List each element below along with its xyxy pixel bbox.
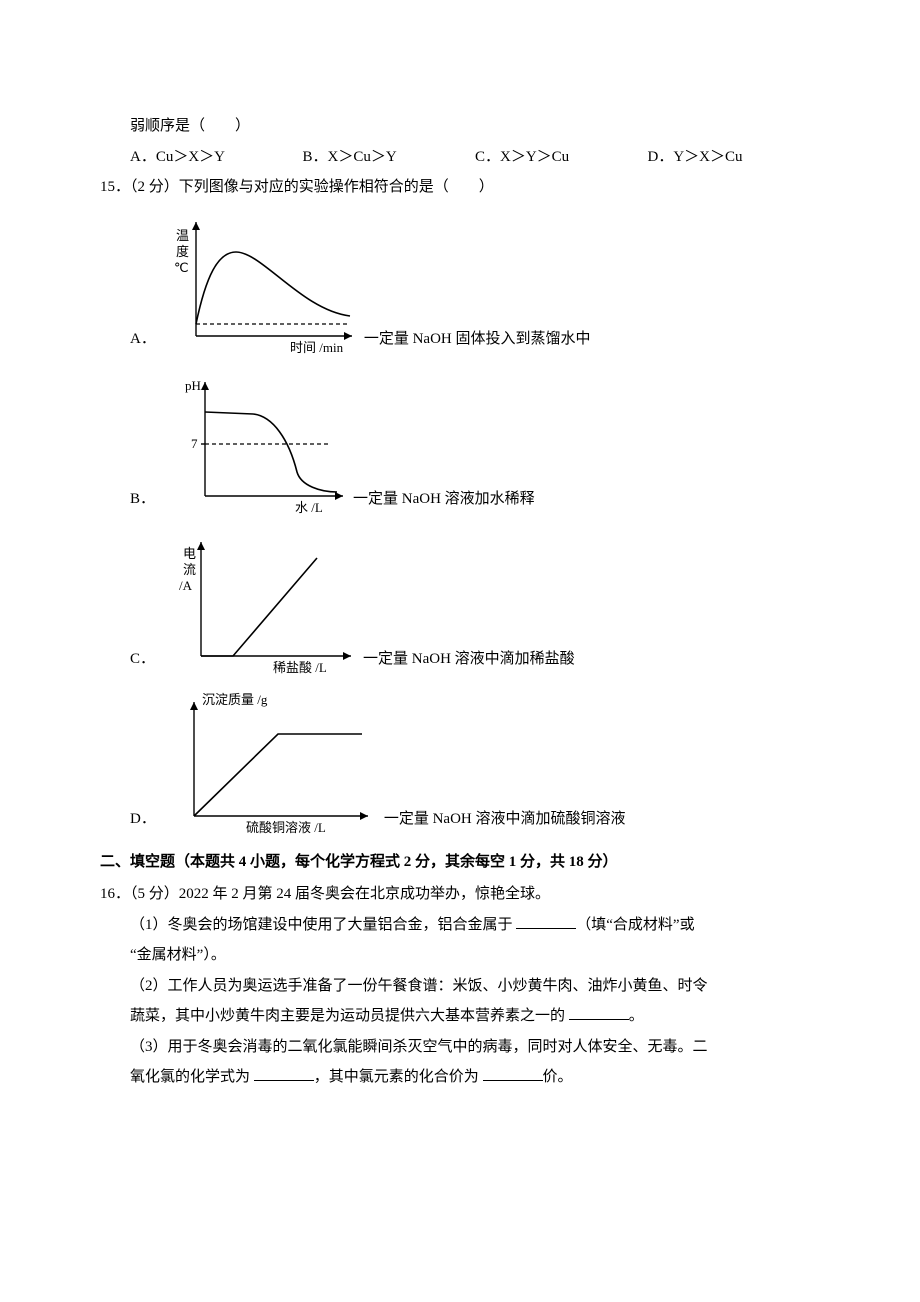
q14-opt-b: B．X＞Cu＞Y [303,143,476,172]
q15-option-a: A． 温 度 ℃ 时间 /min 一定量 NaOH 固体投入到蒸馏水中 [130,208,820,358]
q15-option-d: D． 沉淀质量 /g 硫酸铜溶液 /L 一定量 NaOH 溶液中滴加硫酸铜溶液 [130,688,820,838]
q15-c-graph: 电 流 /A 稀盐酸 /L [161,528,361,678]
svg-text:度: 度 [176,244,189,259]
svg-text:温: 温 [176,228,189,243]
q15-d-graph: 沉淀质量 /g 硫酸铜溶液 /L [162,688,382,838]
q15-a-graph: 温 度 ℃ 时间 /min [162,208,362,358]
q15-d-letter: D． [130,805,156,838]
q15-a-letter: A． [130,325,156,358]
q14-stem-continuation: 弱顺序是（ ） [100,112,820,141]
svg-text:7: 7 [191,436,198,451]
q16-s3b: 氧化氯的化学式为 [130,1069,254,1085]
blank [483,1066,543,1081]
q14-options: A．Cu＞X＞Y B．X＞Cu＞Y C．X＞Y＞Cu D．Y＞X＞Cu [130,143,820,172]
q15-b-letter: B． [130,485,155,518]
q15-option-b: B． pH 7 水 /L 一定量 NaOH 溶液加水稀释 [130,368,820,518]
q16-sub2-line2: 蔬菜，其中小炒黄牛肉主要是为运动员提供六大基本营养素之一的 。 [100,1002,820,1031]
q15-c-svg: 电 流 /A 稀盐酸 /L [161,528,361,678]
q16-s1b: （填“合成材料”或 [576,917,694,933]
svg-text:时间 /min: 时间 /min [290,340,344,355]
svg-text:硫酸铜溶液 /L: 硫酸铜溶液 /L [246,820,326,835]
q16-sub1-line1: （1）冬奥会的场馆建设中使用了大量铝合金，铝合金属于 （填“合成材料”或 [100,911,820,940]
q15-d-caption: 一定量 NaOH 溶液中滴加硫酸铜溶液 [384,805,626,838]
q16-sub3-line1: （3）用于冬奥会消毒的二氧化氯能瞬间杀灭空气中的病毒，同时对人体安全、无毒。二 [100,1033,820,1062]
q15-c-letter: C． [130,645,155,678]
q16-stem: 16．（5 分）2022 年 2 月第 24 届冬奥会在北京成功举办，惊艳全球。 [100,880,820,909]
q16-s3d: 价。 [543,1069,573,1085]
q16-s2c: 。 [629,1008,644,1024]
svg-text:稀盐酸 /L: 稀盐酸 /L [273,660,327,675]
q15-a-caption: 一定量 NaOH 固体投入到蒸馏水中 [364,325,591,358]
q16-s1a: （1）冬奥会的场馆建设中使用了大量铝合金，铝合金属于 [130,917,516,933]
q15-d-svg: 沉淀质量 /g 硫酸铜溶液 /L [162,688,382,838]
svg-text:电: 电 [183,546,196,561]
q14-opt-a: A．Cu＞X＞Y [130,143,303,172]
section-ii-header: 二、填空题（本题共 4 小题，每个化学方程式 2 分，其余每空 1 分，共 18… [100,848,820,877]
q14-opt-c: C．X＞Y＞Cu [475,143,648,172]
svg-text:沉淀质量 /g: 沉淀质量 /g [202,692,268,707]
q15-a-svg: 温 度 ℃ 时间 /min [162,208,362,358]
q16-sub2-line1: （2）工作人员为奥运选手准备了一份午餐食谱：米饭、小炒黄牛肉、油炸小黄鱼、时令 [100,972,820,1001]
q16-sub3-line2: 氧化氯的化学式为 ，其中氯元素的化合价为 价。 [100,1063,820,1092]
q15-stem: 15．（2 分）下列图像与对应的实验操作相符合的是（ ） [100,173,820,202]
q15-b-graph: pH 7 水 /L [161,368,351,518]
svg-text:/A: /A [179,578,193,593]
q15-option-c: C． 电 流 /A 稀盐酸 /L 一定量 NaOH 溶液中滴加稀盐酸 [130,528,820,678]
q15-b-svg: pH 7 水 /L [161,368,351,518]
q15-c-caption: 一定量 NaOH 溶液中滴加稀盐酸 [363,645,575,678]
blank [516,914,576,929]
svg-text:流: 流 [183,562,196,577]
blank [254,1066,314,1081]
svg-text:℃: ℃ [174,260,189,275]
q14-opt-d: D．Y＞X＞Cu [648,143,821,172]
svg-text:水 /L: 水 /L [295,500,323,515]
svg-text:pH: pH [185,378,201,393]
q16-s3c: ，其中氯元素的化合价为 [314,1069,483,1085]
q16-sub1-line2: “金属材料”）。 [100,941,820,970]
blank [569,1005,629,1020]
q15-b-caption: 一定量 NaOH 溶液加水稀释 [353,485,535,518]
q16-s2b: 蔬菜，其中小炒黄牛肉主要是为运动员提供六大基本营养素之一的 [130,1008,569,1024]
